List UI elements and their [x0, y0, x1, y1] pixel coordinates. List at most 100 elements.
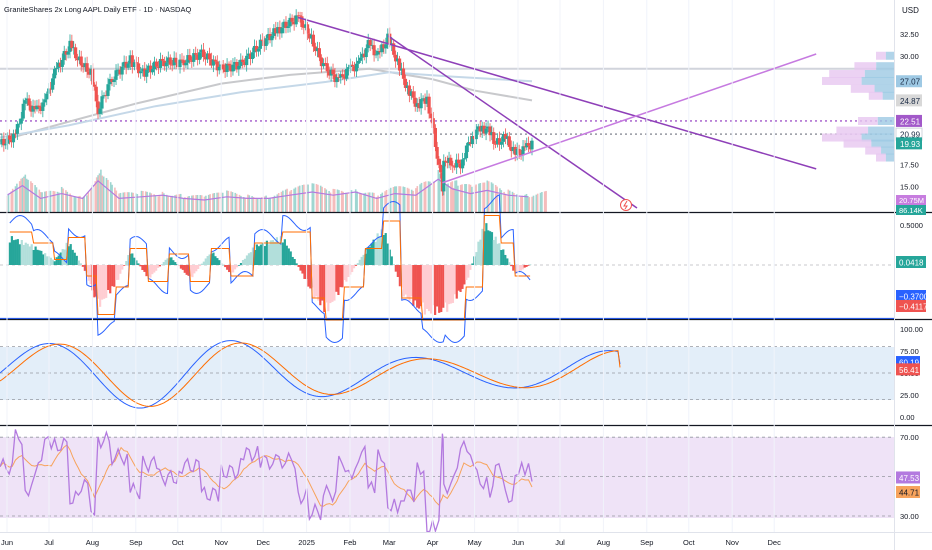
candle[interactable]	[215, 61, 219, 71]
candle[interactable]	[284, 21, 288, 28]
candle[interactable]	[341, 74, 345, 77]
macd-pane[interactable]	[0, 193, 894, 344]
candle[interactable]	[211, 59, 215, 66]
candle[interactable]	[445, 161, 449, 163]
candle[interactable]	[482, 125, 486, 134]
candle[interactable]	[205, 53, 210, 60]
candle[interactable]	[231, 64, 235, 72]
candle[interactable]	[492, 132, 496, 144]
candle[interactable]	[490, 132, 494, 136]
candle[interactable]	[75, 58, 80, 61]
candle[interactable]	[455, 159, 459, 168]
candle[interactable]	[528, 145, 532, 150]
candle[interactable]	[162, 60, 166, 67]
candle[interactable]	[260, 39, 264, 41]
candle[interactable]	[443, 160, 448, 162]
candle[interactable]	[347, 67, 351, 69]
candle[interactable]	[513, 146, 517, 155]
candle[interactable]	[439, 164, 443, 173]
candle[interactable]	[290, 17, 294, 22]
candle[interactable]	[152, 61, 157, 70]
candle[interactable]	[217, 66, 221, 71]
candle[interactable]	[27, 98, 31, 106]
candle[interactable]	[425, 96, 429, 104]
candle[interactable]	[77, 56, 81, 61]
candle[interactable]	[41, 102, 45, 111]
candle[interactable]	[280, 27, 284, 34]
candle[interactable]	[396, 58, 400, 62]
candle[interactable]	[120, 66, 124, 75]
candle[interactable]	[149, 65, 153, 73]
candle[interactable]	[376, 50, 380, 55]
candle[interactable]	[523, 146, 527, 148]
candle[interactable]	[372, 45, 376, 56]
candle[interactable]	[327, 71, 331, 76]
candle[interactable]	[360, 53, 364, 58]
candle[interactable]	[35, 105, 39, 110]
candle[interactable]	[254, 45, 259, 52]
candle[interactable]	[530, 140, 534, 150]
candle[interactable]	[130, 55, 134, 68]
candle[interactable]	[317, 48, 321, 58]
candle[interactable]	[386, 33, 390, 45]
candle[interactable]	[4, 143, 8, 146]
candle[interactable]	[423, 98, 427, 104]
candle[interactable]	[116, 69, 120, 71]
candle[interactable]	[348, 64, 353, 68]
candle[interactable]	[368, 40, 372, 46]
candle[interactable]	[304, 24, 308, 28]
candle[interactable]	[358, 57, 362, 61]
candle[interactable]	[180, 59, 184, 61]
candle[interactable]	[380, 44, 384, 53]
price-axis[interactable]: 32.5030.0027.5025.0022.5020.0017.5015.00…	[895, 30, 929, 521]
candle[interactable]	[194, 53, 198, 55]
candle[interactable]	[407, 85, 411, 96]
candle[interactable]	[237, 65, 241, 70]
candle[interactable]	[126, 63, 130, 68]
candle[interactable]	[272, 28, 276, 36]
candle[interactable]	[417, 103, 421, 109]
candle[interactable]	[70, 40, 74, 49]
candle[interactable]	[511, 146, 515, 152]
candle[interactable]	[23, 100, 27, 104]
candle[interactable]	[110, 79, 114, 82]
candle[interactable]	[201, 49, 206, 58]
candle[interactable]	[451, 165, 455, 167]
candle[interactable]	[235, 62, 239, 70]
candle[interactable]	[245, 55, 249, 66]
candle[interactable]	[331, 69, 335, 75]
candle[interactable]	[505, 136, 509, 139]
candle[interactable]	[139, 71, 143, 74]
candle[interactable]	[298, 15, 302, 17]
candle[interactable]	[427, 96, 431, 114]
stochastic-pane[interactable]	[0, 340, 894, 409]
candle[interactable]	[19, 118, 23, 124]
candle[interactable]	[268, 34, 272, 41]
candle[interactable]	[499, 141, 504, 145]
candle[interactable]	[143, 68, 147, 77]
candle[interactable]	[17, 123, 21, 125]
candle[interactable]	[325, 63, 329, 72]
candle[interactable]	[394, 54, 398, 62]
candle[interactable]	[100, 96, 104, 109]
candle[interactable]	[156, 66, 161, 68]
candle[interactable]	[335, 77, 339, 83]
candle[interactable]	[437, 158, 441, 165]
candle[interactable]	[497, 138, 502, 145]
candle[interactable]	[509, 146, 513, 152]
candle[interactable]	[196, 54, 200, 60]
candle[interactable]	[223, 69, 227, 73]
candle[interactable]	[102, 95, 106, 97]
candle[interactable]	[154, 61, 159, 67]
candle[interactable]	[39, 106, 43, 111]
candle[interactable]	[264, 38, 268, 46]
candle[interactable]	[309, 34, 313, 39]
candle[interactable]	[449, 157, 453, 166]
candle[interactable]	[384, 44, 388, 49]
candle[interactable]	[158, 58, 163, 68]
candle[interactable]	[37, 105, 41, 107]
candle[interactable]	[0, 138, 4, 145]
candle[interactable]	[421, 98, 425, 100]
candle[interactable]	[85, 63, 89, 72]
candle[interactable]	[392, 43, 396, 55]
